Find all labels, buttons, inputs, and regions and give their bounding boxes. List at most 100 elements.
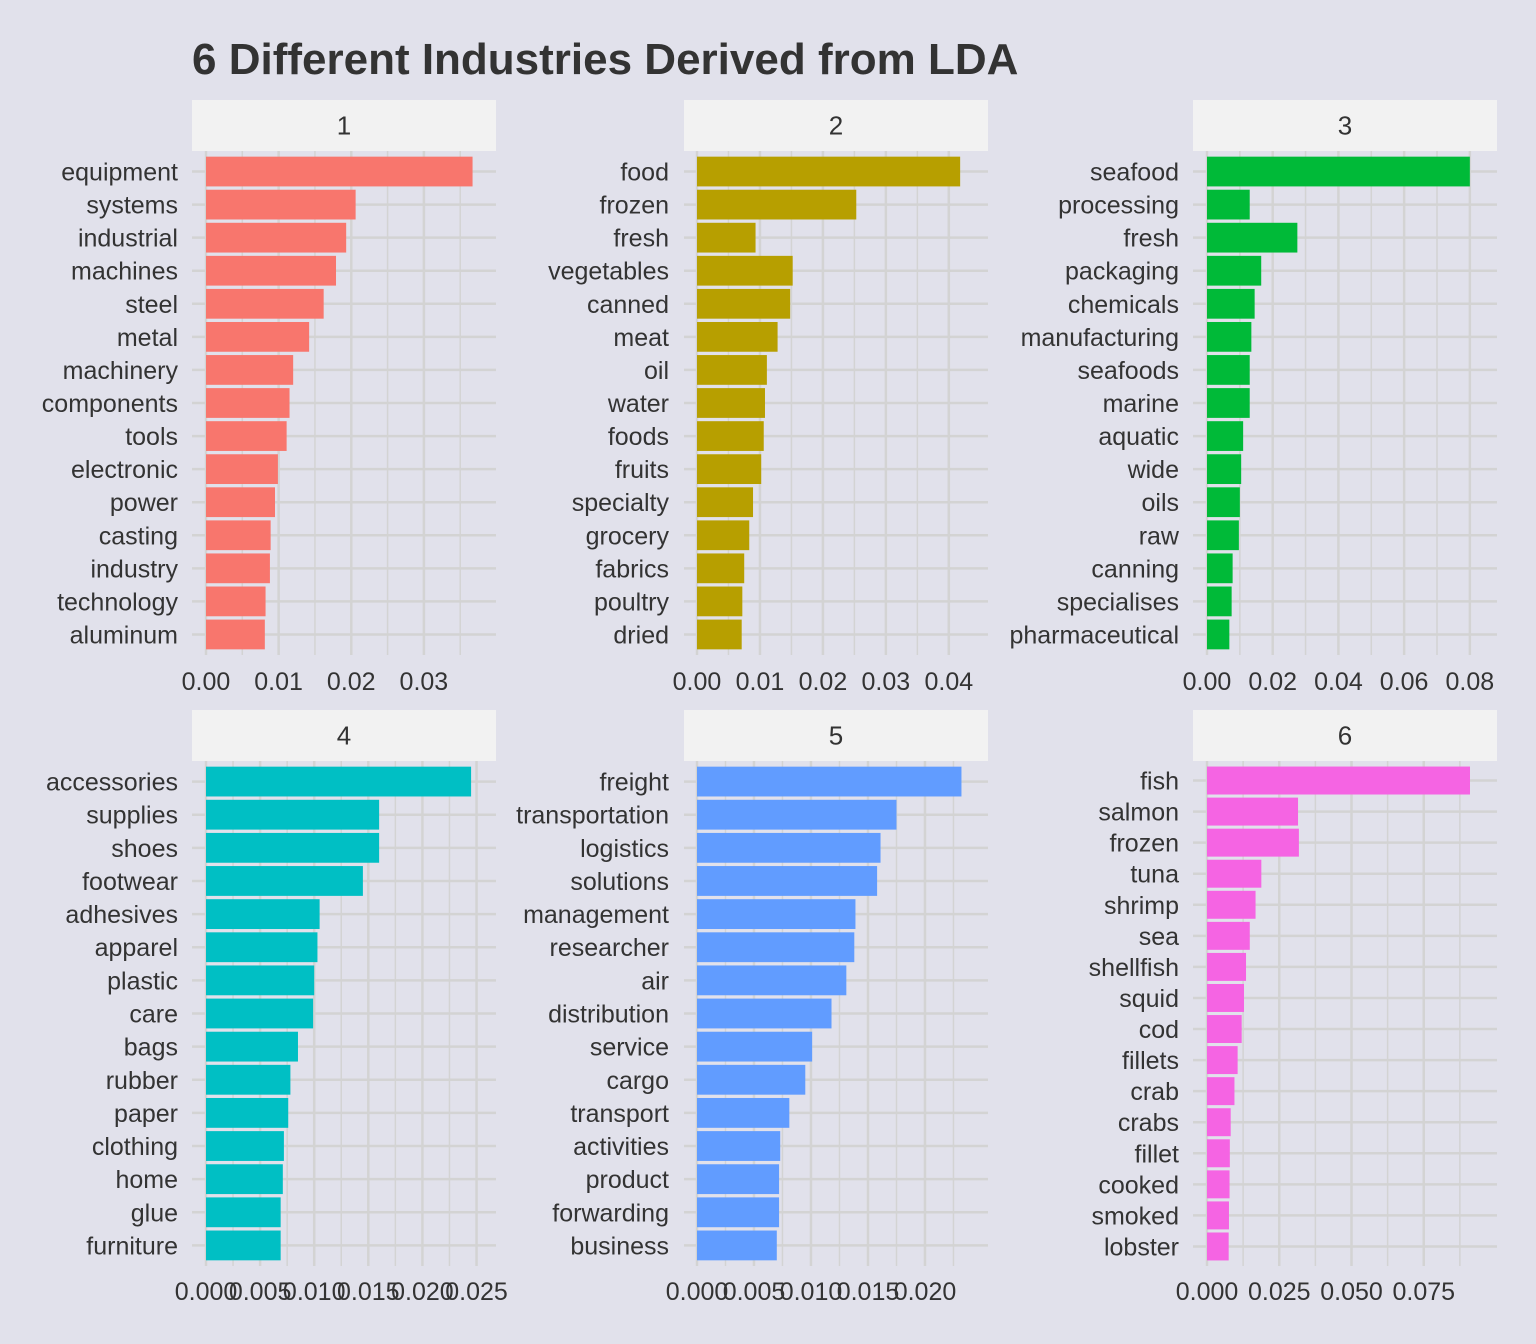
category-label: industrial: [78, 225, 178, 253]
bar-industry: [206, 553, 270, 584]
bar-air: [697, 965, 847, 996]
bar-home: [206, 1164, 283, 1195]
bar-fabrics: [697, 553, 745, 584]
bar-aluminum: [206, 619, 265, 650]
chart-title: 6 Different Industries Derived from LDA: [192, 35, 1018, 84]
bar-casting: [206, 520, 271, 551]
category-label: meat: [613, 324, 669, 352]
bar-lobster: [1207, 1232, 1229, 1261]
category-label: packaging: [1065, 258, 1179, 286]
bar-processing: [1207, 189, 1250, 220]
category-label: wide: [1127, 456, 1179, 484]
category-label: aluminum: [70, 621, 178, 649]
category-label: seafoods: [1078, 357, 1179, 385]
panels-group: 1 equipment systems industrial machines steel…: [42, 100, 1497, 1306]
bar-fillets: [1207, 1046, 1238, 1075]
category-label: activities: [573, 1133, 669, 1161]
bar-frozen: [697, 189, 857, 220]
category-label: specialises: [1057, 588, 1179, 616]
category-label: rubber: [106, 1067, 178, 1095]
bar-seafood: [1207, 156, 1470, 187]
bar-manufacturing: [1207, 321, 1252, 352]
category-label: marine: [1103, 390, 1179, 418]
x-tick-label: 0.025: [445, 1278, 508, 1306]
x-tick-label: 0.010: [283, 1278, 346, 1306]
category-label: machines: [71, 258, 178, 286]
category-label: clothing: [92, 1133, 178, 1161]
bar-shrimp: [1207, 890, 1256, 919]
x-tick-label: 0.005: [229, 1278, 292, 1306]
category-label: paper: [114, 1100, 178, 1128]
bar-sea: [1207, 921, 1250, 950]
panel-strip: [192, 710, 496, 761]
category-label: machinery: [63, 357, 179, 385]
category-label: frozen: [600, 192, 669, 220]
category-label: casting: [99, 522, 178, 550]
bar-machinery: [206, 355, 294, 385]
bar-tuna: [1207, 859, 1262, 888]
bar-cod: [1207, 1015, 1242, 1044]
bar-plastic: [206, 965, 315, 996]
bar-fresh: [1207, 222, 1298, 253]
bar-transportation: [697, 799, 897, 830]
x-tick-label: 0.02: [327, 668, 376, 696]
panel-strip-label: 6: [1338, 721, 1352, 751]
category-label: lobster: [1104, 1233, 1179, 1261]
panel-strip: [684, 710, 988, 761]
category-label: adhesives: [65, 901, 178, 929]
category-label: researcher: [550, 934, 670, 962]
x-tick-label: 0.01: [254, 668, 303, 696]
category-label: squid: [1119, 985, 1179, 1013]
category-label: frozen: [1110, 830, 1179, 858]
bar-pharmaceutical: [1207, 619, 1230, 650]
category-label: poultry: [594, 588, 670, 616]
bar-forwarding: [697, 1197, 780, 1228]
x-tick-label: 0.04: [1314, 668, 1363, 696]
category-label: shoes: [111, 835, 178, 863]
bar-fillet: [1207, 1139, 1230, 1168]
x-tick-label: 0.020: [894, 1278, 957, 1306]
panel-strip: [192, 100, 496, 151]
bar-equipment: [206, 156, 473, 187]
bar-wide: [1207, 454, 1242, 485]
category-label: seafood: [1090, 159, 1179, 187]
category-label: solutions: [570, 868, 669, 896]
category-label: service: [590, 1034, 669, 1062]
bar-frozen: [1207, 828, 1299, 857]
category-label: cargo: [606, 1067, 669, 1095]
category-label: water: [607, 390, 669, 418]
category-label: cod: [1139, 1016, 1179, 1044]
bar-canning: [1207, 553, 1233, 584]
bar-solutions: [697, 866, 878, 896]
bar-fresh: [697, 222, 756, 253]
bar-water: [697, 388, 765, 418]
bar-logistics: [697, 832, 881, 863]
bar-researcher: [697, 932, 855, 963]
bar-care: [206, 998, 314, 1029]
x-tick-label: 0.08: [1446, 668, 1495, 696]
bar-poultry: [697, 586, 743, 617]
category-label: salmon: [1098, 799, 1179, 827]
bar-product: [697, 1164, 780, 1195]
category-label: fruits: [615, 456, 669, 484]
bar-clothing: [206, 1131, 284, 1161]
category-label: dried: [613, 621, 669, 649]
bar-grocery: [697, 520, 750, 551]
bar-specialises: [1207, 586, 1232, 617]
bar-electronic: [206, 454, 278, 485]
category-label: fresh: [613, 225, 669, 253]
bar-supplies: [206, 799, 380, 830]
x-tick-label: 0.03: [400, 668, 449, 696]
category-label: industry: [90, 555, 178, 583]
category-label: technology: [57, 588, 178, 616]
category-label: distribution: [548, 1001, 669, 1029]
bar-shellfish: [1207, 952, 1247, 981]
category-label: apparel: [95, 934, 178, 962]
category-label: canned: [587, 291, 669, 319]
bar-power: [206, 487, 275, 518]
category-label: care: [129, 1001, 178, 1029]
panel-strip-label: 5: [829, 721, 843, 751]
bar-smoked: [1207, 1201, 1229, 1230]
panel-strip: [1193, 100, 1497, 151]
bar-bags: [206, 1031, 298, 1062]
